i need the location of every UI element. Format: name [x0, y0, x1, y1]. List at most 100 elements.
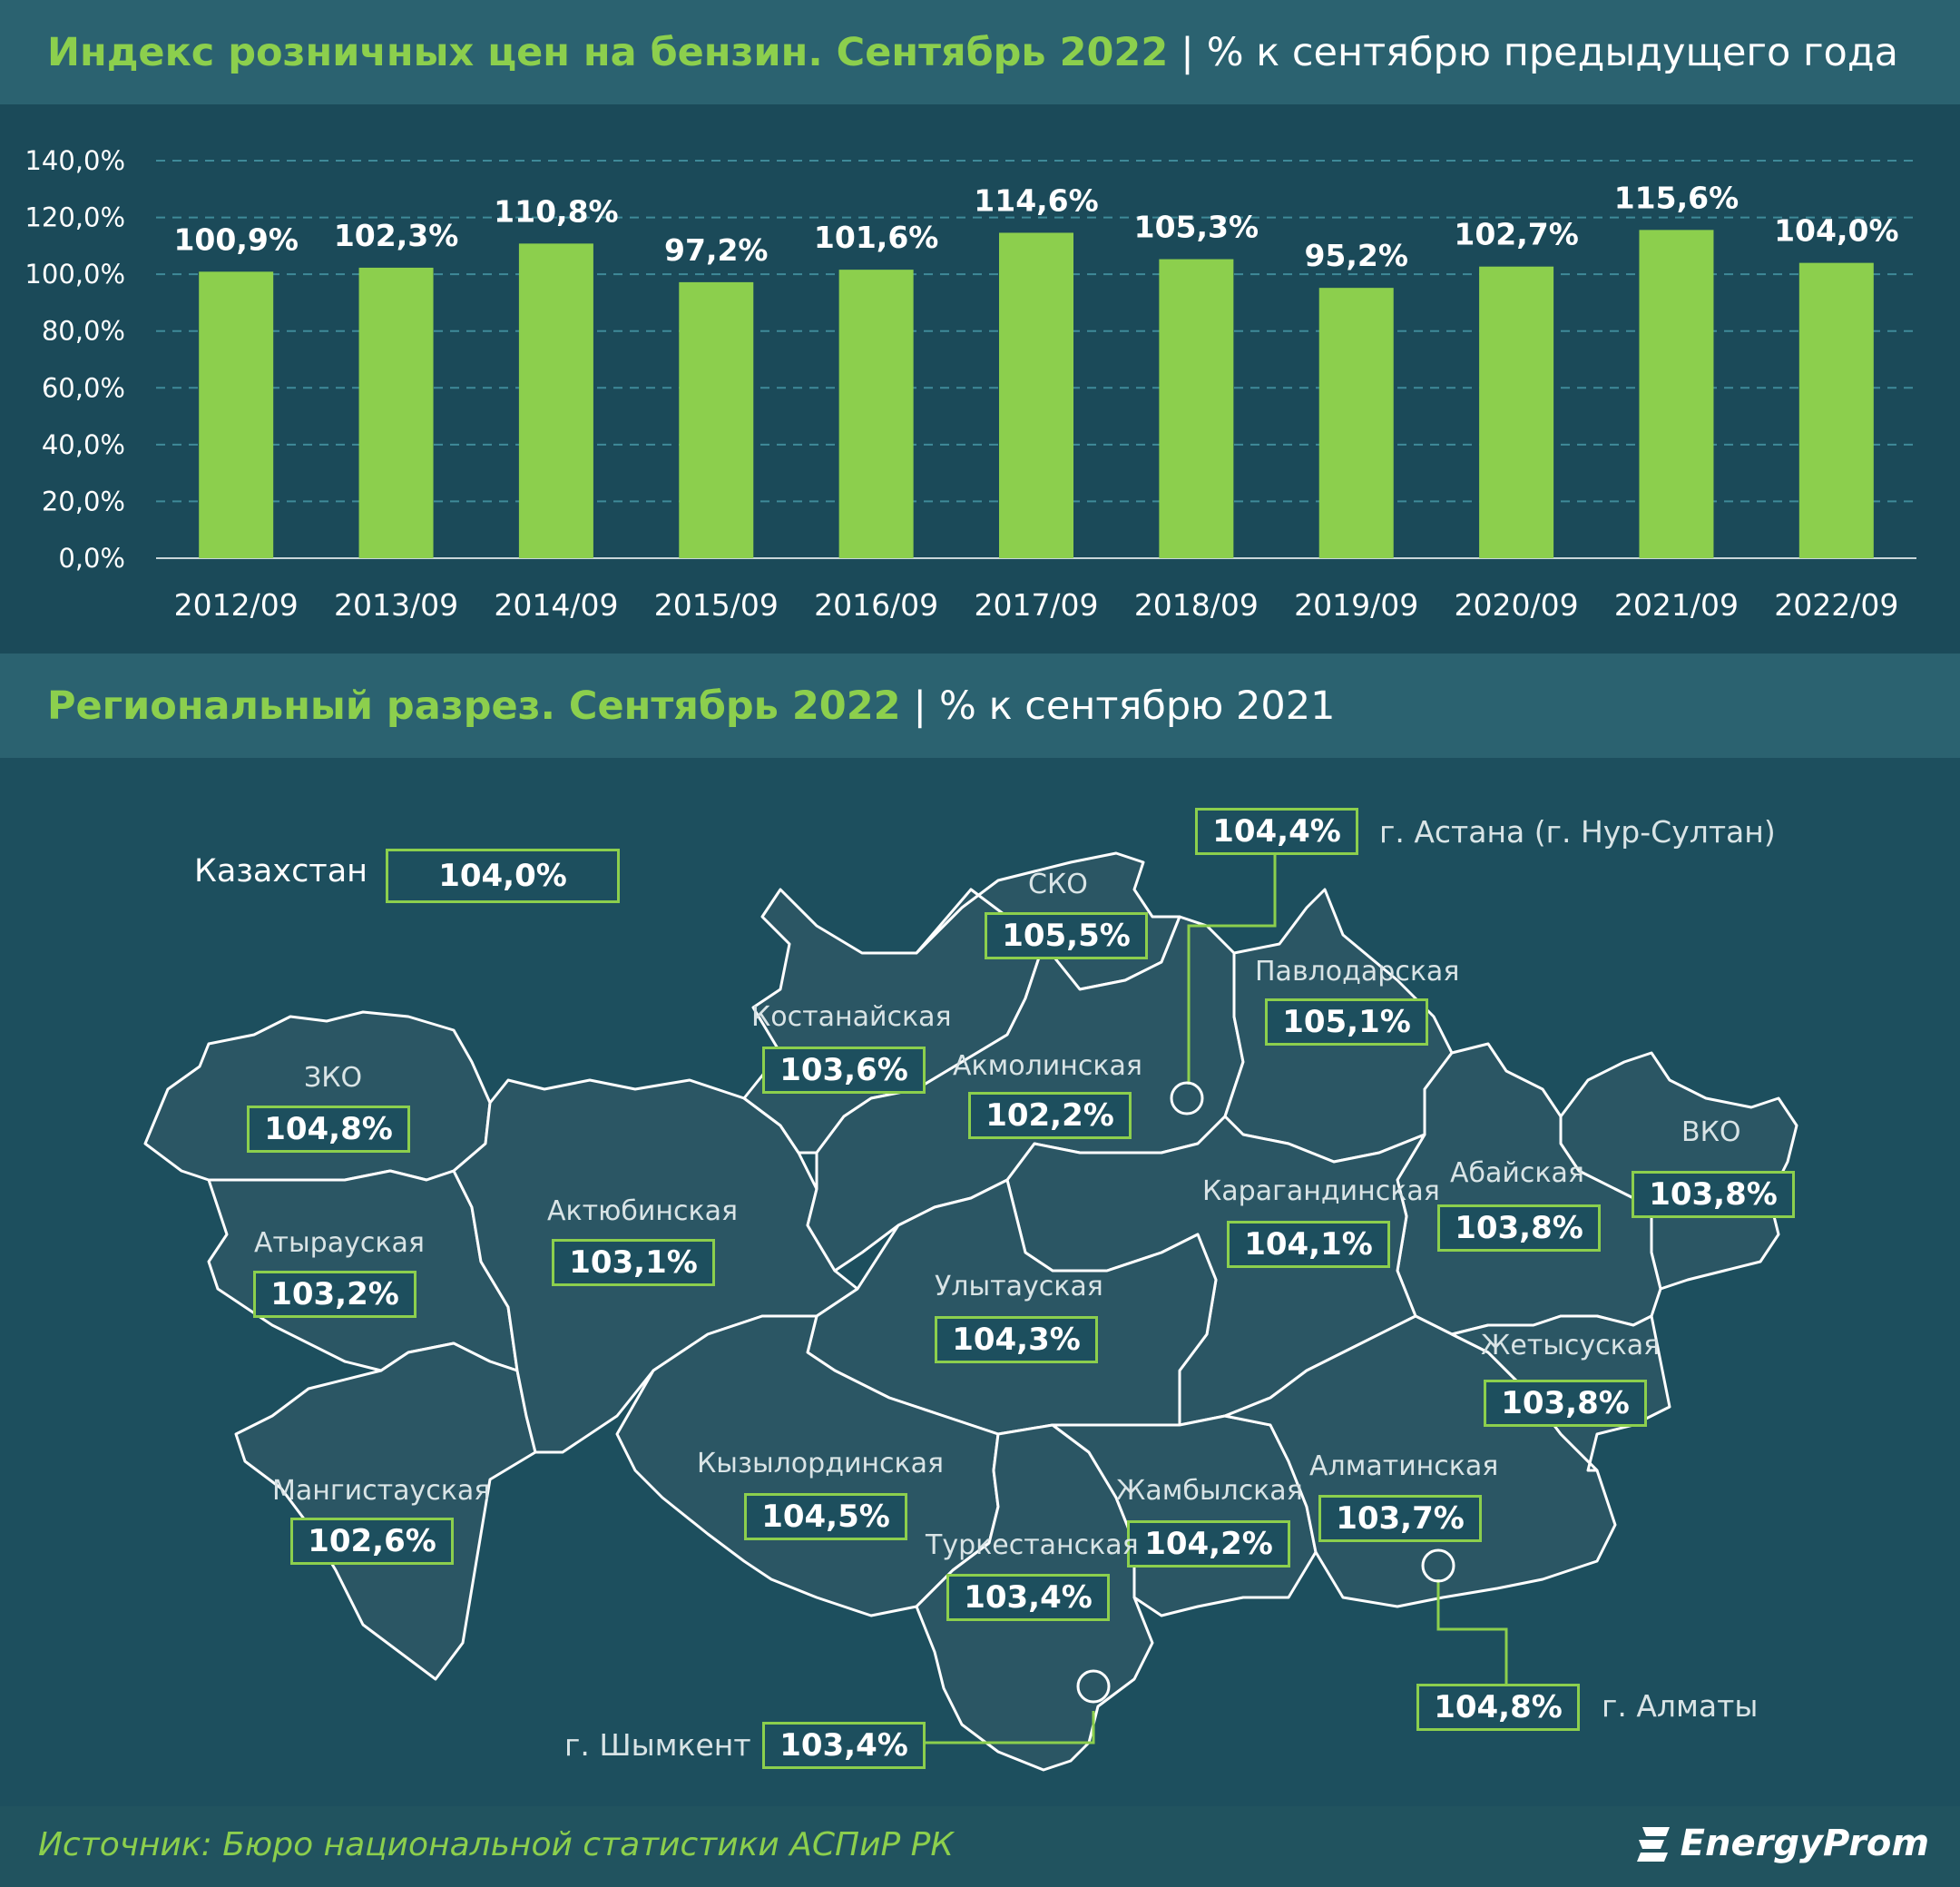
almaty-city-value: 104,8%	[1416, 1684, 1580, 1731]
shymkent-value: 103,4%	[762, 1722, 926, 1769]
kyzylorda-label: Кызылординская	[697, 1448, 945, 1479]
bar	[999, 232, 1073, 558]
sko-value: 105,5%	[985, 912, 1148, 959]
y-tick-label: 140,0%	[24, 145, 125, 176]
bar-value-label: 105,3%	[1134, 210, 1259, 245]
bar-value-label: 104,0%	[1774, 213, 1898, 249]
regional-title: Региональный разрез. Сентябрь 2022	[47, 683, 901, 729]
x-tick-label: 2020/09	[1455, 587, 1579, 623]
zhetysu-value: 103,8%	[1484, 1380, 1647, 1427]
bar-chart-panel: 0,0% 20,0% 40,0% 60,0% 80,0% 100,0% 120,0% 140,…	[0, 104, 1960, 654]
y-tick-label: 80,0%	[42, 316, 125, 347]
bar	[358, 267, 434, 558]
bar-value-label: 97,2%	[664, 232, 769, 268]
mangystau-value: 102,6%	[290, 1518, 454, 1565]
x-tick-label: 2019/09	[1294, 587, 1418, 623]
bar-value-label: 101,6%	[814, 220, 938, 255]
bar-value-label: 100,9%	[173, 221, 298, 257]
zhetysu-label: Жетысуская	[1481, 1330, 1661, 1361]
x-tick-label: 2022/09	[1774, 587, 1898, 623]
bar-value-label: 102,7%	[1454, 217, 1578, 252]
regional-title-separator: |	[913, 683, 927, 729]
bar-value-label: 110,8%	[494, 193, 618, 229]
kostanay-label: Костанайская	[751, 1001, 952, 1033]
y-tick-label: 60,0%	[42, 372, 125, 403]
source-note: Источник: Бюро национальной статистики А…	[38, 1826, 954, 1863]
pavlodar-value: 105,1%	[1265, 998, 1428, 1046]
pavlodar-label: Павлодарская	[1255, 956, 1460, 988]
x-tick-label: 2017/09	[974, 587, 1098, 623]
bar-value-label: 114,6%	[974, 182, 1098, 218]
bar	[838, 270, 914, 558]
turkestan-label: Туркестанская	[926, 1529, 1139, 1561]
almaty-city-label: г. Алматы	[1602, 1688, 1759, 1724]
bar	[1479, 266, 1554, 558]
mangystau-label: Мангистауская	[272, 1475, 491, 1507]
regional-title-bar: Региональный разрез. Сентябрь 2022 | % к…	[0, 654, 1960, 758]
shymkent-label: г. Шымкент	[564, 1727, 751, 1763]
x-tick-label: 2021/09	[1614, 587, 1739, 623]
atyrau-value: 103,2%	[253, 1271, 416, 1318]
y-tick-label: 0,0%	[58, 543, 125, 574]
almaty-leader-line	[1436, 1579, 1508, 1684]
logo-text: EnergyProm	[1680, 1823, 1929, 1864]
bar	[199, 271, 274, 558]
ulytau-value: 104,3%	[935, 1316, 1098, 1363]
zhambyl-value: 104,2%	[1127, 1520, 1290, 1568]
bar	[1318, 288, 1394, 558]
astana-leader-line	[1187, 849, 1277, 1085]
bar	[1798, 262, 1874, 558]
bar	[1639, 230, 1714, 558]
almaty-obl-label: Алматинская	[1309, 1450, 1499, 1482]
bar-value-label: 115,6%	[1614, 180, 1739, 215]
ulytau-label: Улытауская	[935, 1271, 1103, 1302]
x-tick-label: 2012/09	[174, 587, 299, 623]
energyprom-logo-icon	[1636, 1827, 1670, 1862]
zko-label: ЗКО	[304, 1062, 363, 1094]
kostanay-value: 103,6%	[762, 1047, 926, 1094]
chart-subtitle: % к сентябрю предыдущего года	[1206, 29, 1898, 75]
aktobe-label: Актюбинская	[547, 1195, 739, 1227]
x-tick-label: 2015/09	[654, 587, 779, 623]
abai-value: 103,8%	[1437, 1204, 1601, 1252]
bar-value-label: 102,3%	[334, 218, 458, 253]
zhambyl-label: Жамбылская	[1116, 1475, 1303, 1507]
y-tick-label: 120,0%	[24, 202, 125, 233]
footer	[0, 1806, 1960, 1887]
vko-label: ВКО	[1681, 1116, 1741, 1148]
astana-label: г. Астана (г. Нур-Султан)	[1379, 814, 1776, 850]
aktobe-value: 103,1%	[552, 1239, 715, 1286]
region-mangystau-shape	[234, 1342, 537, 1681]
almaty-marker	[1421, 1548, 1455, 1583]
x-tick-label: 2014/09	[494, 587, 618, 623]
kyzylorda-value: 104,5%	[744, 1493, 907, 1540]
akmola-label: Акмолинская	[953, 1050, 1142, 1082]
x-tick-label: 2016/09	[814, 587, 938, 623]
karaganda-label: Карагандинская	[1202, 1175, 1440, 1207]
y-tick-label: 40,0%	[42, 429, 125, 460]
bar	[518, 243, 593, 558]
kazakhstan-label: Казахстан	[194, 853, 368, 889]
turkestan-value: 103,4%	[946, 1574, 1110, 1621]
karaganda-value: 104,1%	[1227, 1221, 1390, 1268]
bar	[679, 281, 754, 558]
x-tick-label: 2013/09	[334, 587, 458, 623]
brand-logo: EnergyProm	[1633, 1823, 1929, 1864]
almaty-obl-value: 103,7%	[1318, 1495, 1482, 1542]
vko-value: 103,8%	[1632, 1171, 1795, 1218]
kazakhstan-value: 104,0%	[386, 849, 620, 903]
bar-value-label: 95,2%	[1304, 238, 1408, 273]
bar-chart: 0,0% 20,0% 40,0% 60,0% 80,0% 100,0% 120,0% 140,…	[24, 145, 1916, 623]
bar	[1159, 259, 1234, 558]
abai-label: Абайская	[1450, 1157, 1584, 1189]
astana-value: 104,4%	[1195, 808, 1358, 855]
zko-value: 104,8%	[247, 1106, 410, 1153]
astana-marker	[1170, 1081, 1204, 1115]
x-tick-label: 2018/09	[1134, 587, 1259, 623]
map-panel: Казахстан 104,0% 104,4% г. Астана (г. Ну…	[0, 758, 1960, 1806]
title-separator: |	[1181, 29, 1194, 75]
chart-title-bar: Индекс розничных цен на бензин. Сентябрь…	[0, 0, 1960, 104]
atyrau-label: Атырауская	[254, 1227, 425, 1259]
chart-title: Индекс розничных цен на бензин. Сентябрь…	[47, 29, 1169, 75]
